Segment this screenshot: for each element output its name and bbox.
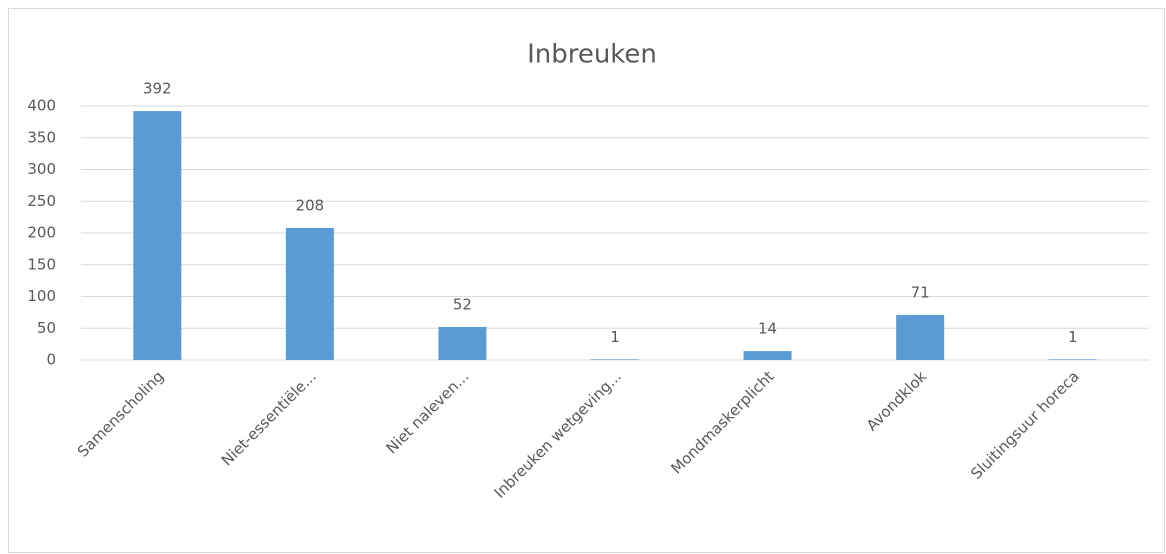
data-label: 71	[911, 283, 930, 301]
data-label: 1	[1068, 328, 1078, 346]
bar	[438, 326, 487, 360]
chart-frame	[8, 8, 1165, 553]
bar	[1048, 359, 1097, 360]
y-tick-label: 100	[27, 287, 56, 305]
bar	[285, 227, 334, 360]
y-tick-label: 250	[27, 192, 56, 210]
bar	[743, 351, 792, 360]
data-label: 1	[610, 328, 620, 346]
y-tick-label: 150	[27, 255, 56, 273]
y-tick-label: 0	[46, 351, 56, 369]
chart-title: Inbreuken	[527, 40, 657, 70]
y-tick-label: 350	[27, 128, 56, 146]
y-tick-label: 200	[27, 224, 56, 242]
y-tick-label: 400	[27, 97, 56, 115]
data-label: 52	[453, 295, 472, 313]
data-label: 392	[143, 80, 172, 98]
y-tick-label: 300	[27, 160, 56, 178]
bar	[896, 314, 945, 360]
bar	[133, 111, 182, 360]
data-label: 14	[758, 320, 777, 338]
y-tick-label: 50	[37, 319, 56, 337]
bar	[591, 359, 639, 360]
data-label: 208	[296, 196, 325, 214]
